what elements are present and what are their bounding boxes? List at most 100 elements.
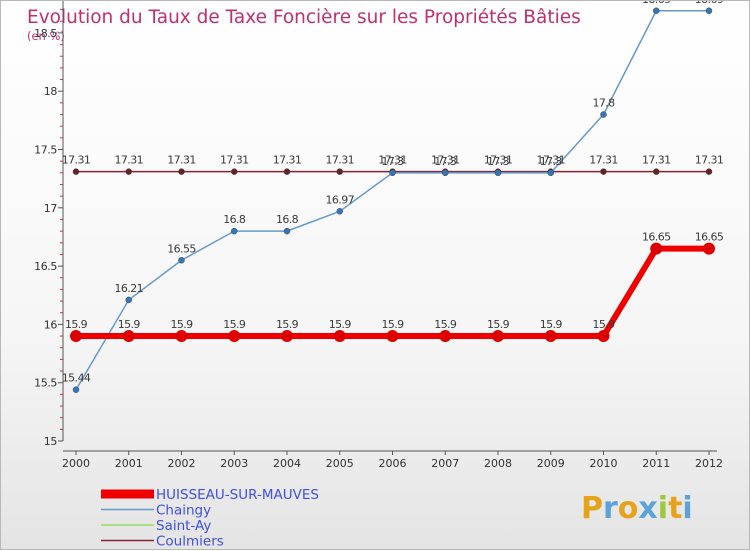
- data-label-chaingy: 17.8: [592, 97, 615, 110]
- x-tick-label: 2006: [379, 457, 407, 470]
- data-label-huisseau-sur-mauves: 16.65: [695, 231, 724, 244]
- x-tick-label: 2003: [220, 457, 248, 470]
- y-tick-label: 16.5: [34, 260, 57, 273]
- data-label-chaingy: 16.97: [326, 193, 355, 206]
- x-tick-label: 2005: [326, 457, 354, 470]
- point-chaingy: [389, 169, 396, 177]
- legend-label-coulmiers: Coulmiers: [156, 534, 224, 550]
- logo-letter: r: [603, 491, 618, 526]
- point-chaingy: [600, 111, 607, 118]
- point-coulmiers: [125, 168, 132, 175]
- legend-label-chaingy: Chaingy: [156, 503, 211, 519]
- point-coulmiers: [336, 168, 343, 175]
- point-coulmiers: [653, 168, 660, 175]
- legend: HUISSEAU-SUR-MAUVESChaingySaint-AyCoulmi…: [101, 487, 319, 550]
- x-tick-label: 2008: [484, 457, 512, 470]
- data-label-huisseau-sur-mauves: 15.9: [381, 318, 404, 331]
- data-label-coulmiers: 17.31: [484, 154, 513, 167]
- point-coulmiers: [72, 168, 80, 175]
- data-label-huisseau-sur-mauves: 15.9: [329, 318, 352, 331]
- data-label-coulmiers: 17.31: [326, 154, 355, 167]
- point-huisseau-sur-mauves: [650, 242, 663, 255]
- point-chaingy: [231, 227, 238, 235]
- data-label-coulmiers: 17.31: [537, 154, 566, 167]
- point-coulmiers: [231, 168, 238, 175]
- data-label-chaingy: 18.69: [695, 1, 724, 6]
- data-label-huisseau-sur-mauves: 15.9: [540, 318, 563, 331]
- logo-letter: i: [682, 491, 692, 526]
- x-tick-label: 2007: [431, 457, 459, 470]
- data-label-coulmiers: 17.31: [642, 154, 671, 167]
- point-chaingy: [125, 296, 132, 304]
- y-tick-label: 17: [44, 202, 58, 215]
- logo-letter: i: [658, 491, 668, 526]
- data-labels: 2020202020202121212121212117.3117.3117.3…: [62, 1, 725, 385]
- point-chaingy: [494, 169, 502, 177]
- x-tick-label: 2009: [537, 457, 565, 470]
- point-huisseau-sur-mauves: [281, 330, 293, 343]
- logo-letter: t: [668, 491, 682, 526]
- point-huisseau-sur-mauves: [228, 330, 241, 343]
- data-label-coulmiers: 17.31: [167, 154, 196, 167]
- logo-letter: P: [581, 491, 603, 526]
- point-chaingy: [336, 208, 343, 215]
- data-label-huisseau-sur-mauves: 15.9: [65, 318, 88, 331]
- axes: 1515.51616.51717.51818.51919.52020.52121…: [34, 1, 723, 470]
- data-label-coulmiers: 17.31: [273, 154, 302, 167]
- data-label-chaingy: 16.55: [167, 242, 196, 255]
- data-label-huisseau-sur-mauves: 15.9: [434, 318, 457, 331]
- data-label-coulmiers: 17.31: [695, 154, 724, 167]
- point-coulmiers: [705, 168, 713, 175]
- point-huisseau-sur-mauves: [175, 330, 188, 343]
- data-label-huisseau-sur-mauves: 15.9: [118, 318, 141, 331]
- point-coulmiers: [178, 168, 185, 175]
- series-layer: [70, 7, 715, 393]
- x-tick-label: 2010: [590, 457, 618, 470]
- point-huisseau-sur-mauves: [597, 330, 610, 343]
- x-tick-label: 2000: [62, 457, 90, 470]
- legend-label-saint-ay: Saint-Ay: [156, 518, 211, 534]
- data-label-huisseau-sur-mauves: 16.65: [642, 231, 671, 244]
- data-label-chaingy: 17.3: [381, 155, 404, 168]
- y-tick-label: 18: [44, 85, 58, 98]
- x-tick-label: 2012: [695, 457, 723, 470]
- x-tick-label: 2004: [273, 457, 301, 470]
- data-label-chaingy: 15.44: [62, 372, 91, 385]
- point-chaingy: [178, 257, 185, 264]
- data-label-chaingy: 16.21: [115, 282, 144, 295]
- point-chaingy: [442, 169, 449, 177]
- point-chaingy: [653, 7, 660, 14]
- proxiti-logo: Proxiti: [581, 491, 693, 526]
- y-tick-label: 17.5: [34, 144, 57, 157]
- legend-label-huisseau-sur-mauves: HUISSEAU-SUR-MAUVES: [156, 487, 319, 503]
- data-label-coulmiers: 17.31: [220, 154, 249, 167]
- y-tick-label: 15.5: [34, 377, 57, 390]
- x-tick-label: 2002: [168, 457, 196, 470]
- data-label-coulmiers: 17.31: [115, 154, 144, 167]
- data-label-chaingy: 17.3: [540, 155, 563, 168]
- data-label-chaingy: 17.3: [434, 155, 457, 168]
- y-tick-label: 16: [44, 318, 58, 331]
- chart-subtitle: (en %): [27, 29, 65, 43]
- point-huisseau-sur-mauves: [439, 330, 452, 343]
- data-label-huisseau-sur-mauves: 15.9: [276, 318, 299, 331]
- logo-letter: x: [638, 491, 657, 526]
- logo-letter: o: [618, 491, 639, 526]
- point-huisseau-sur-mauves: [544, 330, 557, 343]
- data-label-huisseau-sur-mauves: 15.9: [487, 318, 510, 331]
- point-huisseau-sur-mauves: [70, 330, 82, 343]
- x-tick-label: 2011: [642, 457, 670, 470]
- y-tick-label: 18.5: [34, 27, 57, 40]
- point-coulmiers: [283, 168, 291, 175]
- data-label-chaingy: 18.69: [642, 1, 671, 6]
- data-label-coulmiers: 17.31: [589, 154, 618, 167]
- data-label-huisseau-sur-mauves: 15.9: [170, 318, 193, 331]
- data-label-chaingy: 16.8: [223, 213, 246, 226]
- point-chaingy: [72, 386, 80, 393]
- data-label-coulmiers: 17.31: [431, 154, 460, 167]
- data-label-coulmiers: 17.31: [62, 154, 91, 167]
- x-tick-label: 2001: [115, 457, 143, 470]
- chart-title: Evolution du Taux de Taxe Foncière sur l…: [27, 7, 581, 28]
